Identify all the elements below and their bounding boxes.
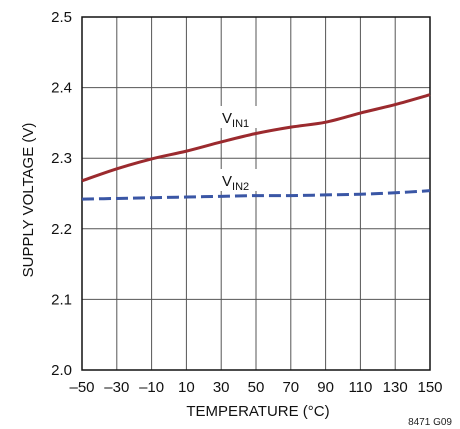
x-tick-label: 130: [383, 379, 408, 396]
x-tick-label: 50: [248, 379, 265, 396]
x-tick-label: 70: [282, 379, 299, 396]
x-tick-label: 110: [348, 379, 372, 396]
series-label-main: V: [222, 173, 232, 190]
series-label-background: [220, 169, 262, 191]
series-label-background: [220, 106, 262, 128]
y-tick-label: 2.5: [51, 9, 72, 26]
figure-id: 8471 G09: [408, 417, 452, 428]
y-axis-title: SUPPLY VOLTAGE (V): [20, 123, 37, 278]
x-tick-labels: –50 –30 –10 10 30 50 70 90 110 130 150: [69, 379, 442, 396]
plot-frame: [81, 16, 431, 371]
series-label-subscript: IN2: [232, 181, 249, 193]
x-tick-label: 30: [213, 379, 230, 396]
series-line-vin1: [81, 93, 431, 183]
y-tick-label: 2.4: [51, 80, 72, 97]
x-tick-label: 150: [417, 379, 442, 396]
series-label-subscript: IN1: [232, 118, 249, 130]
series-line-vin2: [81, 189, 431, 201]
x-tick-label: –30: [104, 379, 129, 396]
x-axis-title: TEMPERATURE (°C): [186, 403, 329, 420]
x-tick-label: –10: [139, 379, 164, 396]
x-tick-label: 10: [178, 379, 195, 396]
x-tick-label: 90: [317, 379, 334, 396]
grid: [82, 17, 430, 370]
x-tick-label: –50: [69, 379, 94, 396]
series-label-main: V: [222, 110, 232, 127]
y-tick-labels: 2.0 2.1 2.2 2.3 2.4 2.5: [51, 9, 72, 379]
series-label-vin1: VIN1: [222, 110, 249, 130]
y-tick-label: 2.1: [51, 291, 72, 308]
series-label-vin2: VIN2: [222, 173, 249, 193]
y-tick-label: 2.0: [51, 362, 72, 379]
y-tick-label: 2.2: [51, 221, 72, 238]
series-layer: [81, 93, 431, 201]
y-tick-label: 2.3: [51, 150, 72, 167]
